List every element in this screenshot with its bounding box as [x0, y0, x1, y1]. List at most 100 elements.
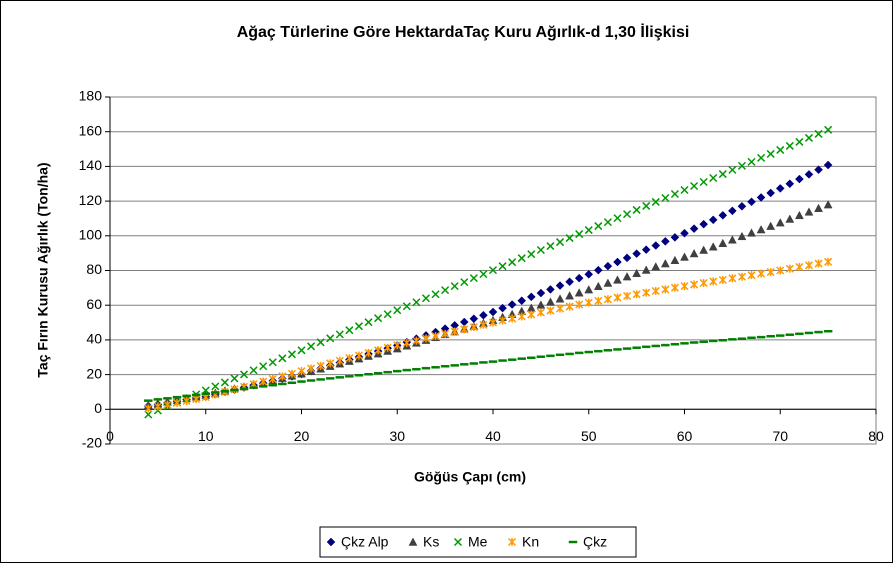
marker — [393, 369, 402, 373]
marker — [546, 242, 555, 251]
marker — [747, 336, 756, 340]
marker — [613, 257, 622, 267]
marker — [335, 376, 345, 379]
marker — [498, 303, 507, 313]
marker — [823, 200, 833, 209]
marker — [402, 368, 412, 372]
marker — [230, 374, 239, 383]
marker — [450, 364, 459, 367]
marker — [603, 261, 613, 271]
marker — [641, 265, 651, 274]
marker — [498, 262, 507, 271]
marker — [766, 149, 775, 158]
marker — [680, 282, 689, 291]
marker — [814, 165, 823, 175]
marker — [153, 402, 162, 411]
marker — [469, 274, 478, 283]
marker — [718, 338, 728, 342]
marker — [259, 377, 268, 386]
marker — [814, 129, 823, 138]
marker — [747, 271, 756, 280]
marker — [737, 231, 747, 241]
marker — [268, 383, 278, 387]
marker — [488, 360, 498, 363]
marker — [536, 288, 546, 298]
marker — [689, 224, 699, 234]
marker — [584, 285, 594, 294]
marker — [584, 226, 593, 235]
marker — [661, 285, 670, 294]
y-tick-label: 100 — [79, 227, 103, 243]
marker — [651, 262, 661, 271]
marker — [593, 281, 603, 291]
marker — [517, 357, 526, 360]
marker — [766, 268, 775, 277]
marker — [680, 185, 689, 195]
marker — [795, 332, 804, 336]
marker — [144, 399, 153, 402]
y-tick-label: 180 — [79, 88, 103, 104]
marker — [230, 388, 239, 392]
marker — [488, 266, 498, 275]
marker — [460, 363, 469, 366]
marker — [249, 366, 258, 375]
marker — [785, 141, 794, 150]
marker — [574, 351, 584, 355]
marker — [613, 214, 622, 223]
marker — [728, 338, 737, 341]
marker — [287, 381, 297, 385]
marker — [249, 386, 258, 389]
marker — [651, 241, 661, 250]
legend-marker — [507, 537, 517, 547]
marker — [555, 304, 565, 313]
y-tick-label: 160 — [79, 122, 103, 138]
y-tick-label: 120 — [79, 192, 103, 208]
x-tick-label: 40 — [485, 428, 501, 444]
marker — [603, 295, 612, 304]
x-tick-label: 0 — [106, 428, 114, 444]
marker — [670, 342, 680, 346]
marker — [546, 306, 555, 315]
marker — [345, 354, 354, 363]
marker — [690, 280, 699, 289]
marker — [546, 354, 555, 358]
marker — [163, 400, 172, 409]
marker — [584, 269, 594, 279]
marker — [364, 348, 373, 357]
marker — [757, 153, 766, 162]
marker — [153, 398, 163, 401]
marker — [498, 359, 507, 362]
marker — [517, 254, 526, 263]
marker — [709, 277, 718, 286]
marker — [613, 348, 622, 351]
marker — [268, 374, 277, 383]
marker — [594, 222, 603, 231]
marker — [699, 219, 709, 229]
marker — [479, 270, 488, 279]
marker — [823, 329, 833, 333]
marker — [584, 298, 593, 307]
marker — [546, 297, 555, 306]
marker — [823, 160, 833, 170]
marker — [603, 278, 613, 287]
marker — [824, 125, 833, 134]
marker — [574, 288, 584, 297]
marker — [632, 249, 641, 259]
marker — [240, 370, 249, 379]
legend-marker — [326, 537, 336, 547]
marker — [785, 214, 795, 223]
marker — [747, 197, 756, 207]
marker — [297, 346, 306, 355]
marker — [670, 255, 680, 265]
marker — [651, 286, 660, 296]
marker — [622, 272, 632, 281]
marker — [785, 333, 795, 336]
marker — [517, 296, 527, 306]
marker — [373, 371, 383, 375]
legend-marker — [453, 537, 463, 547]
marker — [383, 370, 392, 374]
marker — [507, 300, 517, 309]
marker — [412, 298, 421, 307]
marker — [498, 316, 507, 325]
y-tick-label: 80 — [86, 261, 102, 277]
